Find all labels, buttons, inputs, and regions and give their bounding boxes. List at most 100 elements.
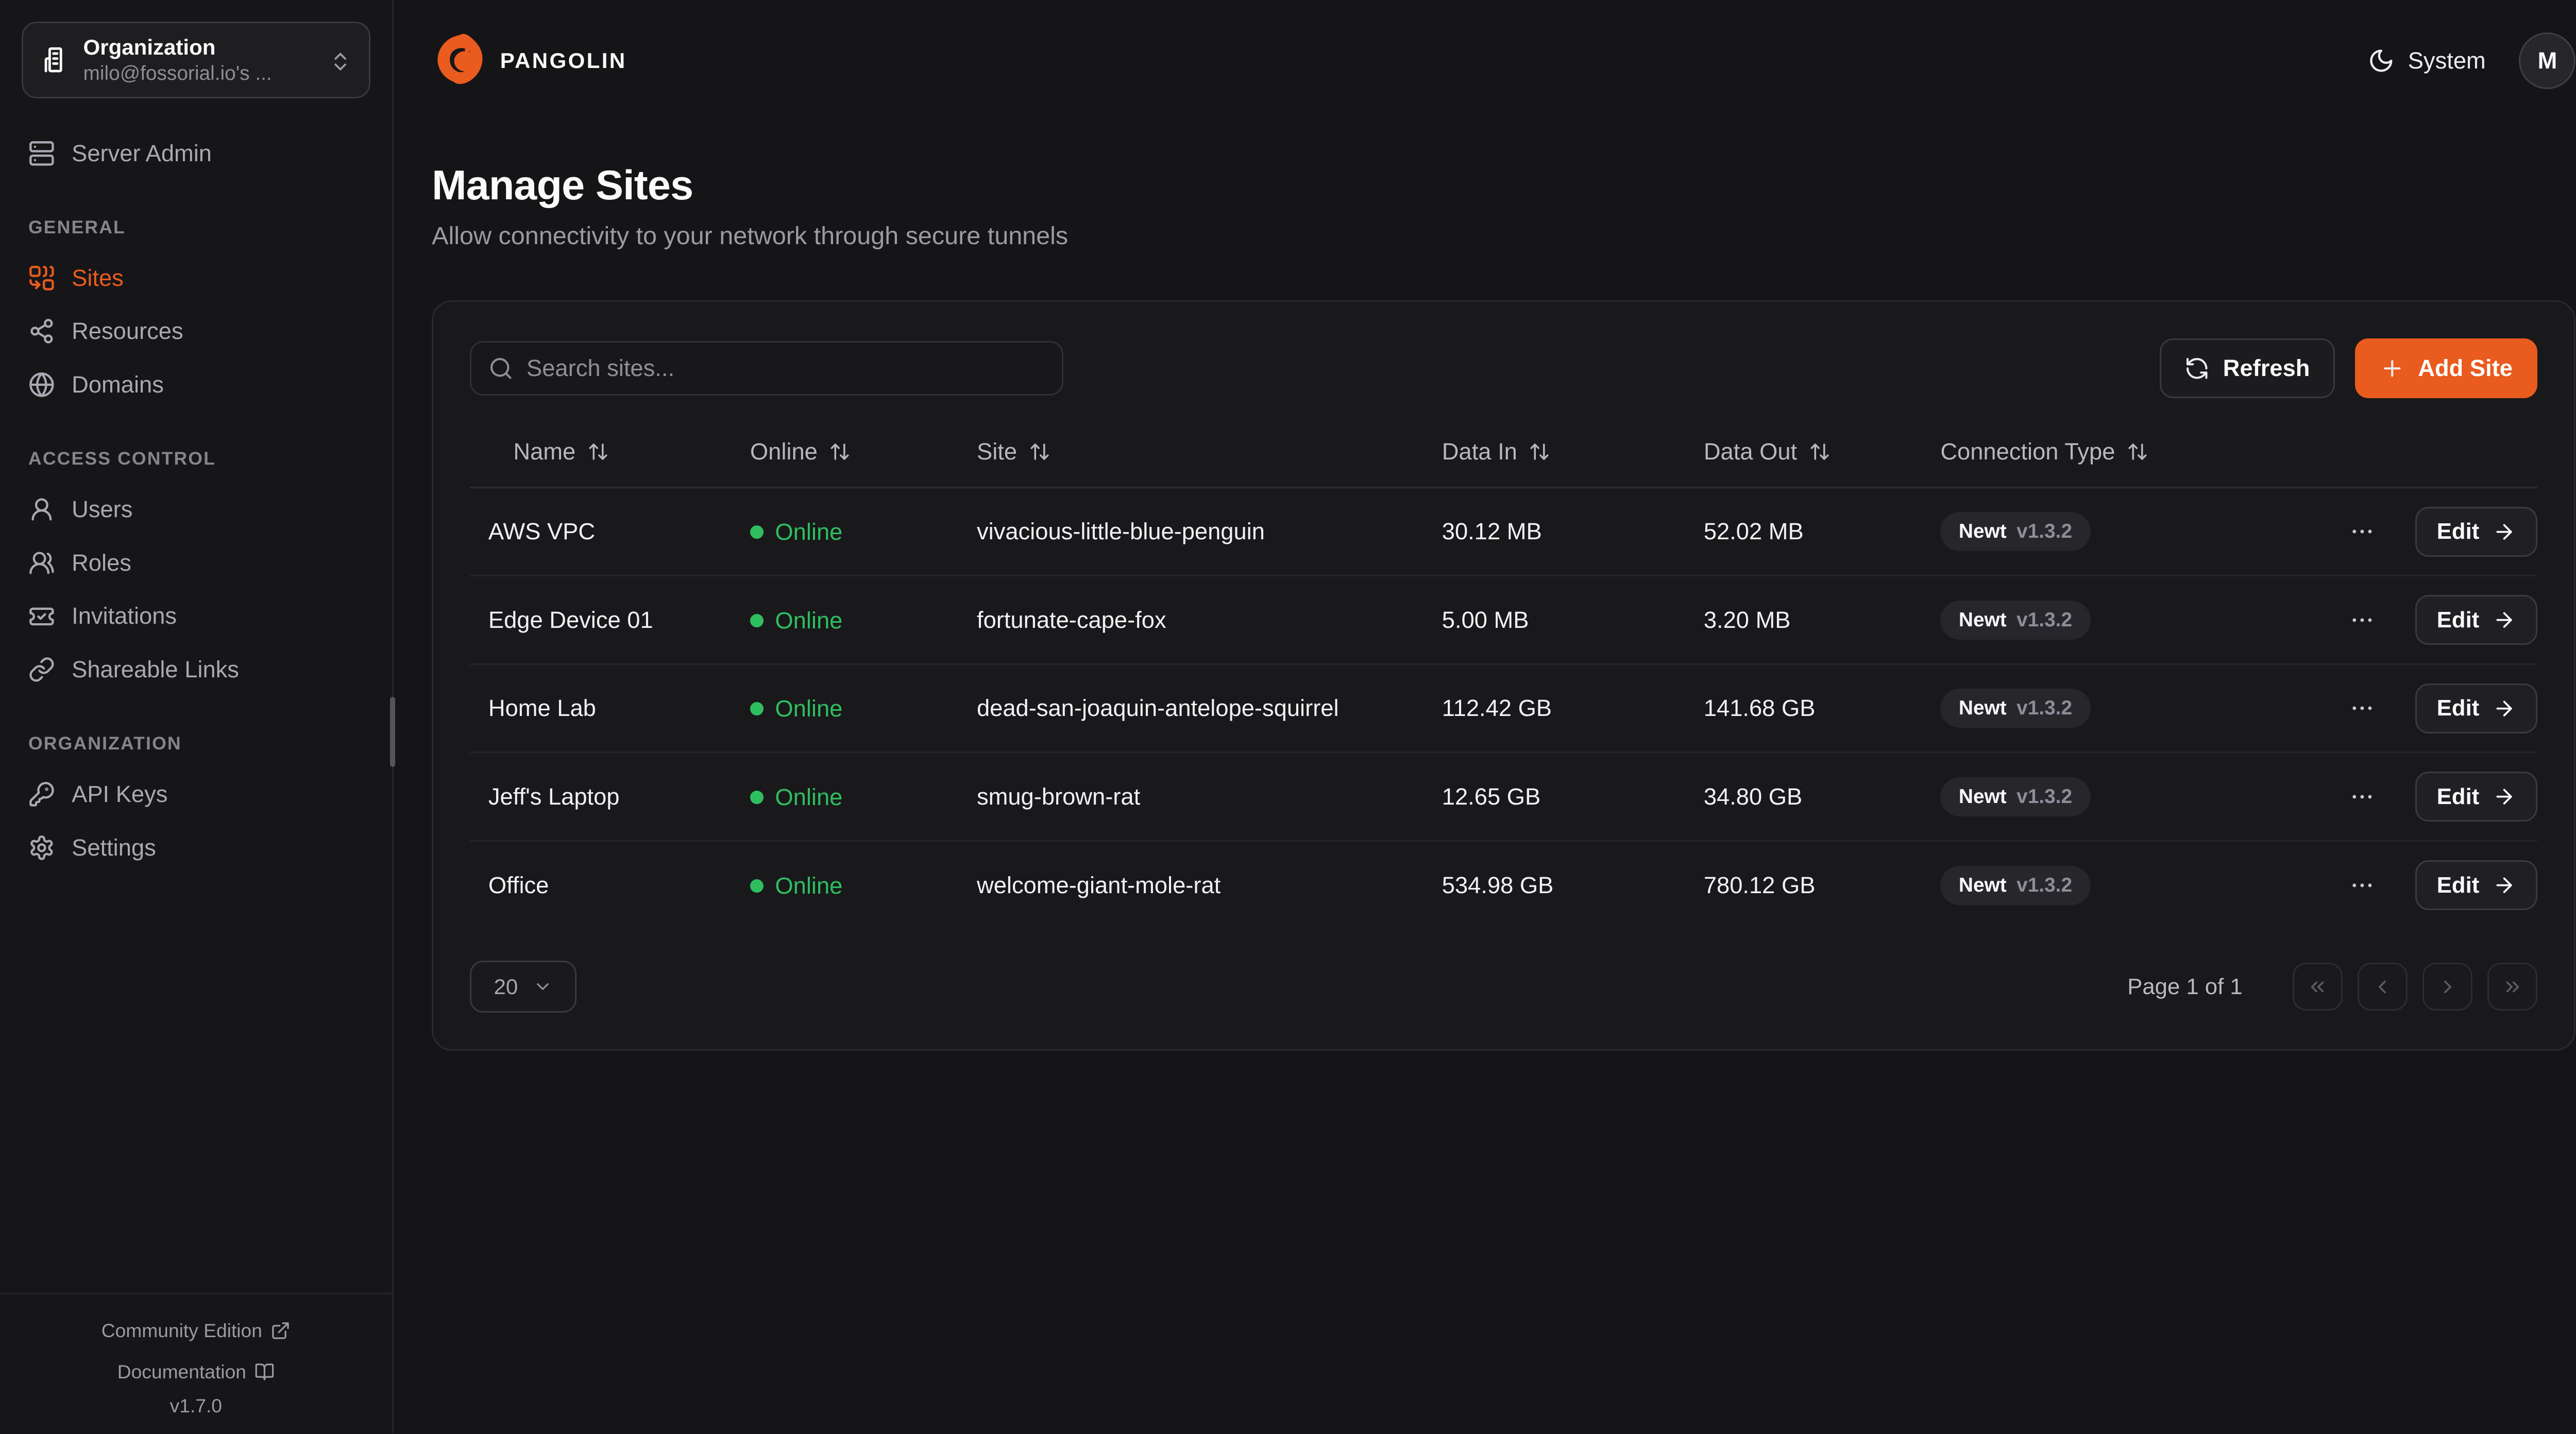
online-dot-icon bbox=[750, 525, 764, 539]
ellipsis-icon bbox=[2352, 530, 2372, 534]
ellipsis-icon bbox=[2352, 706, 2372, 710]
brand: PANGOLIN bbox=[432, 32, 626, 89]
sidebar-item-label: Domains bbox=[72, 371, 164, 398]
chevron-right-icon bbox=[2444, 980, 2451, 993]
org-selector-value: milo@fossorial.io's ... bbox=[83, 62, 272, 84]
site-slug-cell: fortunate-cape-fox bbox=[976, 606, 1166, 633]
sidebar-item-api-keys[interactable]: API Keys bbox=[22, 767, 370, 821]
data-out-cell: 780.12 GB bbox=[1703, 872, 1816, 898]
previous-page-button[interactable] bbox=[2357, 962, 2408, 1011]
edit-button[interactable]: Edit bbox=[2415, 772, 2538, 822]
plus-icon bbox=[2380, 356, 2405, 381]
user-avatar[interactable]: M bbox=[2519, 32, 2576, 90]
documentation-link[interactable]: Documentation bbox=[117, 1361, 275, 1383]
search-box bbox=[470, 340, 1064, 396]
refresh-icon bbox=[2184, 356, 2210, 381]
row-menu-button[interactable] bbox=[2339, 865, 2386, 906]
sites-table-body: AWS VPC Online vivacious-little-blue-pen… bbox=[470, 487, 2538, 929]
sites-table: Name Online Site Data In Data Out Connec… bbox=[470, 415, 2538, 929]
edit-button[interactable]: Edit bbox=[2415, 860, 2538, 911]
moon-icon bbox=[2368, 47, 2395, 74]
online-dot-icon bbox=[750, 702, 764, 716]
site-name-cell: Jeff's Laptop bbox=[488, 783, 620, 810]
connection-type-badge: Newt v1.3.2 bbox=[1940, 512, 2091, 552]
arrow-right-icon bbox=[2493, 697, 2516, 720]
sidebar-item-shareable-links[interactable]: Shareable Links bbox=[22, 643, 370, 696]
row-menu-button[interactable] bbox=[2339, 511, 2386, 552]
ellipsis-icon bbox=[2352, 883, 2372, 887]
row-menu-button[interactable] bbox=[2339, 777, 2386, 817]
brand-name: PANGOLIN bbox=[500, 48, 627, 73]
sites-card: Refresh Add Site bbox=[432, 300, 2576, 1051]
site-name-cell: Office bbox=[488, 872, 549, 898]
key-icon bbox=[28, 781, 55, 808]
column-header-site[interactable]: Site bbox=[977, 438, 1050, 465]
last-page-button[interactable] bbox=[2487, 962, 2538, 1011]
pangolin-logo-icon bbox=[437, 33, 483, 84]
edit-button[interactable]: Edit bbox=[2415, 506, 2538, 557]
table-row: Edge Device 01 Online fortunate-cape-fox… bbox=[470, 576, 2538, 664]
data-out-cell: 3.20 MB bbox=[1703, 606, 1791, 633]
community-edition-link[interactable]: Community Edition bbox=[101, 1320, 291, 1342]
sidebar-item-settings[interactable]: Settings bbox=[22, 821, 370, 875]
ellipsis-icon bbox=[2352, 795, 2372, 799]
org-selector-label: Organization bbox=[83, 35, 216, 59]
server-icon bbox=[28, 140, 55, 167]
next-page-button[interactable] bbox=[2422, 962, 2473, 1011]
sidebar-item-sites[interactable]: Sites bbox=[22, 251, 370, 305]
sidebar-item-roles[interactable]: Roles bbox=[22, 536, 370, 590]
sidebar-item-domains[interactable]: Domains bbox=[22, 358, 370, 412]
site-slug-cell: vivacious-little-blue-penguin bbox=[976, 518, 1265, 545]
page-info: Page 1 of 1 bbox=[2127, 974, 2243, 999]
pagination: Page 1 of 1 bbox=[2127, 962, 2538, 1011]
row-menu-button[interactable] bbox=[2339, 600, 2386, 640]
column-header-data-out[interactable]: Data Out bbox=[1704, 438, 1831, 465]
table-row: Jeff's Laptop Online smug-brown-rat 12.6… bbox=[470, 753, 2538, 841]
org-selector[interactable]: Organization milo@fossorial.io's ... bbox=[22, 22, 370, 98]
arrow-right-icon bbox=[2493, 520, 2516, 543]
invitations-icon bbox=[28, 603, 55, 630]
sidebar-section-label: ORGANIZATION bbox=[28, 733, 182, 754]
topbar: PANGOLIN System M bbox=[394, 0, 2576, 122]
sort-icon bbox=[2127, 441, 2148, 463]
sidebar-footer: Community Edition Documentation v1.7.0 bbox=[0, 1292, 392, 1433]
site-slug-cell: dead-san-joaquin-antelope-squirrel bbox=[976, 695, 1339, 722]
online-dot-icon bbox=[750, 879, 764, 893]
column-header-online[interactable]: Online bbox=[750, 438, 851, 465]
sidebar-item-label: Shareable Links bbox=[72, 656, 239, 683]
sidebar-item-resources[interactable]: Resources bbox=[22, 304, 370, 358]
sidebar-scrollbar-thumb[interactable] bbox=[390, 696, 396, 767]
theme-label: System bbox=[2408, 47, 2486, 74]
status-badge: Online bbox=[750, 873, 842, 899]
chevron-down-icon bbox=[533, 977, 553, 997]
sort-icon bbox=[1529, 441, 1550, 463]
sidebar-section-label: ACCESS CONTROL bbox=[28, 448, 216, 469]
search-input[interactable] bbox=[527, 355, 1045, 382]
edit-button[interactable]: Edit bbox=[2415, 683, 2538, 733]
refresh-button[interactable]: Refresh bbox=[2160, 338, 2335, 399]
status-badge: Online bbox=[750, 695, 842, 722]
add-site-button[interactable]: Add Site bbox=[2354, 338, 2538, 399]
first-page-button[interactable] bbox=[2292, 962, 2343, 1011]
column-header-connection-type[interactable]: Connection Type bbox=[1940, 438, 2148, 465]
site-name-cell: Edge Device 01 bbox=[488, 606, 653, 633]
user-icon bbox=[28, 496, 55, 523]
connection-type-badge: Newt v1.3.2 bbox=[1940, 689, 2091, 728]
data-out-cell: 34.80 GB bbox=[1703, 783, 1803, 810]
sidebar-item-invitations[interactable]: Invitations bbox=[22, 590, 370, 643]
theme-toggle[interactable]: System bbox=[2368, 47, 2486, 74]
sort-icon bbox=[587, 441, 609, 463]
sidebar-item-users[interactable]: Users bbox=[22, 483, 370, 536]
page-size-select[interactable]: 20 bbox=[470, 961, 577, 1013]
sidebar-item-server-admin[interactable]: Server Admin bbox=[22, 127, 370, 180]
column-header-data-in[interactable]: Data In bbox=[1442, 438, 1551, 465]
sidebar-section-label: GENERAL bbox=[28, 216, 126, 237]
column-header-name[interactable]: Name bbox=[513, 438, 609, 465]
connection-type-badge: Newt v1.3.2 bbox=[1940, 600, 2091, 640]
sidebar-item-label: Users bbox=[72, 496, 133, 522]
row-menu-button[interactable] bbox=[2339, 688, 2386, 728]
data-out-cell: 52.02 MB bbox=[1703, 518, 1804, 545]
main-area: PANGOLIN System M Manage Sites Allow con… bbox=[394, 0, 2576, 1433]
edit-button[interactable]: Edit bbox=[2415, 595, 2538, 645]
sidebar-item-label: Roles bbox=[72, 549, 131, 576]
